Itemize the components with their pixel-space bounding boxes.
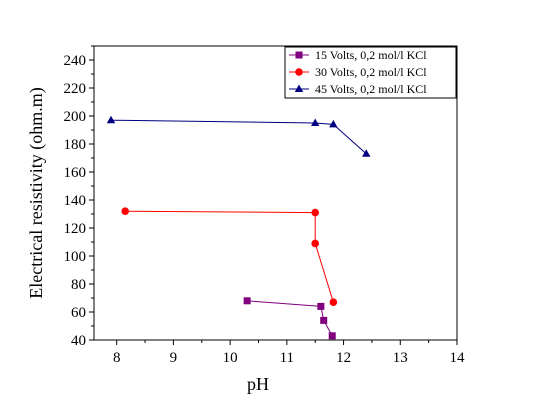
legend-marker: [295, 51, 303, 59]
y-tick-label: 60: [71, 305, 86, 321]
y-axis-ticks: 40 60 80 100 120 140 160 180 200 220 240: [64, 45, 94, 349]
y-axis-title: Electrical resistivity (ohm.m): [26, 87, 47, 298]
series-2: [121, 207, 338, 307]
y-tick-label: 220: [64, 81, 87, 97]
x-tick-label: 9: [170, 350, 178, 366]
x-tick-label: 12: [336, 350, 351, 366]
legend-marker: [294, 84, 304, 92]
legend-entry: 15 Volts, 0,2 mol/l KCl: [289, 48, 427, 62]
y-tick-label: 120: [64, 221, 87, 237]
series-layer: [106, 115, 371, 340]
data-point: [311, 118, 320, 126]
legend: 15 Volts, 0,2 mol/l KCl 30 Volts, 0,2 mol…: [284, 46, 457, 99]
y-tick-label: 140: [64, 193, 87, 209]
series-line: [111, 119, 367, 155]
x-tick-label: 8: [113, 350, 121, 366]
y-tick-label: 80: [71, 277, 86, 293]
plot-frame: [93, 45, 458, 341]
y-tick-label: 160: [64, 165, 87, 181]
x-tick-label: 10: [223, 350, 238, 366]
y-tick-label: 40: [71, 333, 86, 349]
legend-marker: [295, 68, 303, 76]
x-tick-label: 14: [450, 350, 466, 366]
series-line: [125, 210, 334, 303]
data-point: [106, 115, 116, 124]
y-tick-label: 100: [64, 249, 87, 265]
y-tick-label: 240: [64, 53, 87, 69]
legend-box: [284, 46, 457, 99]
data-point: [329, 119, 338, 128]
x-tick-label: 13: [393, 350, 408, 366]
x-axis-ticks: 8 9 10 11 12 13 14: [113, 340, 465, 366]
legend-label: 45 Volts, 0,2 mol/l KCl: [315, 82, 427, 96]
data-point: [320, 316, 328, 324]
data-point: [311, 239, 320, 248]
series-1: [243, 297, 336, 340]
data-point: [329, 298, 338, 307]
x-tick-label: 11: [280, 350, 294, 366]
data-point: [317, 302, 325, 310]
data-point: [311, 208, 320, 217]
data-point: [328, 332, 336, 340]
legend-entry: 30 Volts, 0,2 mol/l KCl: [289, 65, 427, 79]
data-point: [121, 207, 129, 215]
y-tick-label: 200: [64, 109, 87, 125]
legend-label: 30 Volts, 0,2 mol/l KCl: [315, 65, 427, 79]
y-tick-label: 180: [64, 137, 87, 153]
data-point: [243, 297, 251, 305]
series-3: [106, 115, 371, 157]
series-line: [247, 300, 333, 337]
data-point: [362, 149, 371, 157]
legend-label: 15 Volts, 0,2 mol/l KCl: [315, 48, 427, 62]
legend-entry: 45 Volts, 0,2 mol/l KCl: [289, 82, 427, 96]
x-axis-title: pH: [247, 374, 269, 394]
